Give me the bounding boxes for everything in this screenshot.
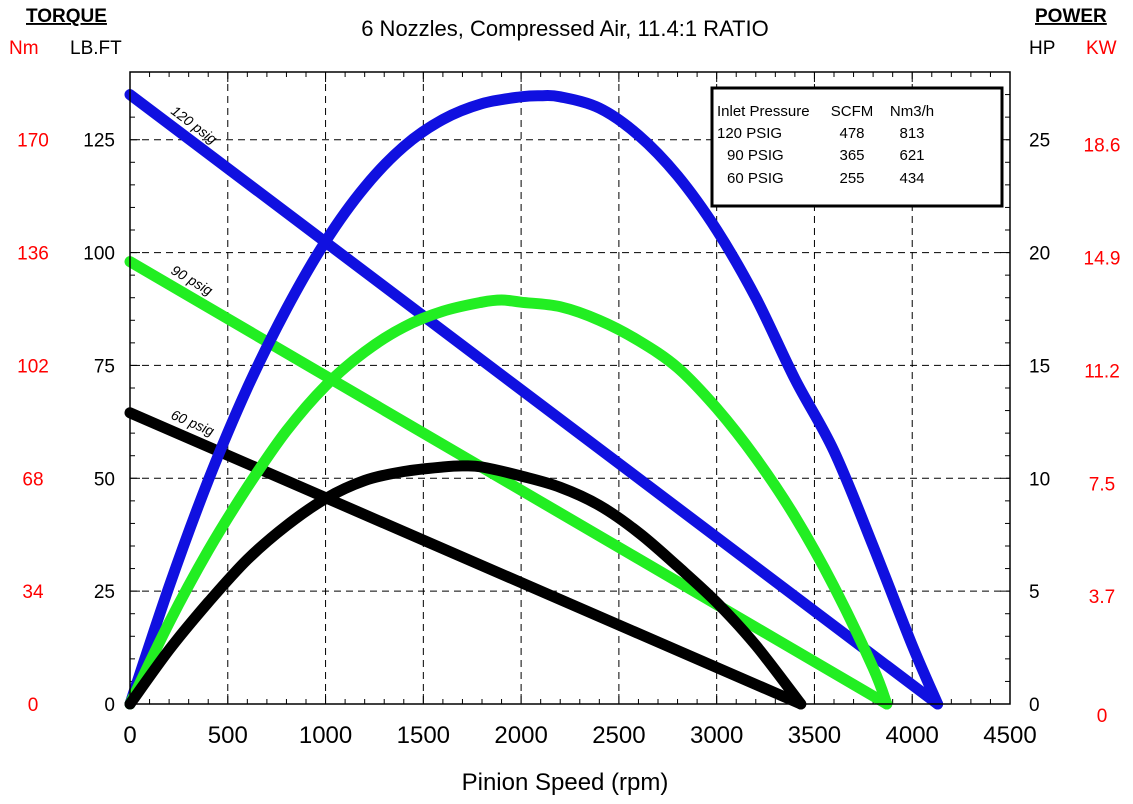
y-tick-label-hp: 25 [1029,131,1050,152]
legend-row-nm3h: 621 [899,147,924,164]
power-unit-kw: KW [1086,38,1117,59]
x-tick-label: 3000 [690,722,743,749]
series-lines [124,89,944,710]
legend-row-scfm: 478 [839,125,864,142]
x-tick-label: 2000 [494,722,547,749]
tick-labels: 0 500 1000 1500 2000 2500 3000 3500 4000 45000025… [17,131,1120,749]
legend-box [710,86,1004,208]
y-tick-label-kw: 7.5 [1089,474,1115,495]
power-curve [124,294,893,710]
y-tick-label-lbft: 75 [94,356,115,377]
torque-line [124,407,807,710]
legend-header-nm3h: Nm3/h [890,103,934,120]
torque-line [124,89,944,710]
power-heading: POWER [1035,6,1107,27]
power-curve [124,90,944,710]
power-curve [124,460,807,710]
y-tick-label-nm: 102 [17,356,49,377]
legend-row-nm3h: 813 [899,125,924,142]
y-tick-label-hp: 0 [1029,695,1040,716]
power-unit-hp: HP [1029,38,1055,59]
x-tick-label: 2500 [592,722,645,749]
x-tick-label: 0 [123,722,136,749]
y-tick-label-nm: 68 [22,469,43,490]
x-tick-label: 3500 [788,722,841,749]
chart-title: 6 Nozzles, Compressed Air, 11.4:1 RATIO [361,16,769,41]
torque-unit-lbft: LB.FT [70,38,122,59]
x-tick-label: 4500 [983,722,1036,749]
y-tick-label-kw: 3.7 [1089,587,1115,608]
x-tick-label: 4000 [886,722,939,749]
y-tick-label-kw: 14.9 [1084,249,1121,270]
x-tick-label: 1500 [397,722,450,749]
legend-row-pressure: 90 PSIG [727,147,784,164]
legend-header-scfm: SCFM [831,103,874,120]
y-tick-label-hp: 15 [1029,356,1050,377]
y-tick-label-lbft: 25 [94,582,115,603]
y-tick-label-lbft: 50 [94,469,115,490]
y-tick-label-hp: 20 [1029,244,1050,265]
y-tick-label-kw: 11.2 [1084,361,1120,382]
y-tick-label-hp: 10 [1029,469,1050,490]
x-tick-label: 500 [208,722,248,749]
legend: Inlet Pressure SCFM Nm3/h 120 PSIG 478 8… [710,86,1004,208]
y-tick-label-lbft: 100 [83,244,115,265]
y-tick-label-lbft: 125 [83,131,115,152]
y-tick-label-nm: 170 [17,131,49,152]
plot-frame [129,71,1011,705]
legend-row-scfm: 365 [839,147,864,164]
legend-row-nm3h: 434 [899,170,924,187]
torque-unit-nm: Nm [9,38,39,59]
torque-line [124,256,893,710]
legend-row-scfm: 255 [839,170,864,187]
y-tick-label-kw: 18.6 [1084,136,1121,157]
legend-row-pressure: 60 PSIG [727,170,784,187]
y-tick-label-hp: 5 [1029,582,1040,603]
torque-heading: TORQUE [26,6,107,27]
x-axis-label: Pinion Speed (rpm) [462,769,669,796]
y-tick-label-lbft: 0 [104,695,115,716]
x-tick-label: 1000 [299,722,352,749]
legend-row-pressure: 120 PSIG [717,125,782,142]
y-tick-label-nm: 0 [28,695,39,716]
y-tick-label-kw: 0 [1097,706,1108,727]
y-tick-label-nm: 34 [22,582,44,603]
y-tick-label-nm: 136 [17,244,49,265]
legend-header-pressure: Inlet Pressure [717,103,810,120]
